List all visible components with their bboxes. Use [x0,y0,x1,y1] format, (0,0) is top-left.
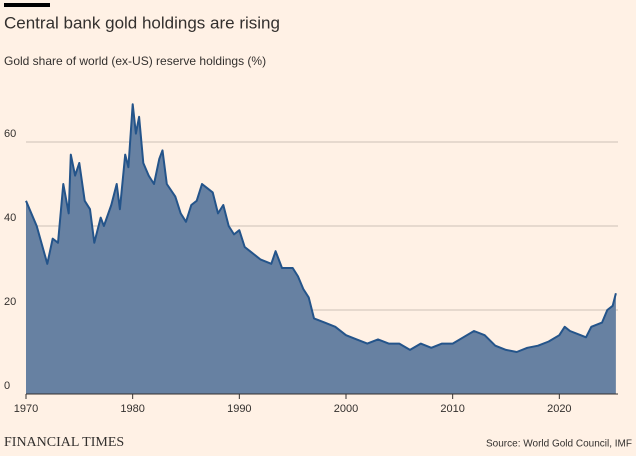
y-tick-label: 40 [4,212,16,224]
x-tick-label: 1980 [120,403,144,415]
area [26,104,616,394]
brand-bar [4,3,50,7]
x-tick-label: 1990 [227,403,251,415]
line [25,103,617,353]
source: Source: World Gold Council, IMF [486,439,632,450]
chart-title: Central bank gold holdings are rising [4,13,280,32]
y-tick-label: 60 [4,128,16,140]
brand: FINANCIAL TIMES [4,435,124,450]
x-tick-label: 2010 [440,403,464,415]
x-tick-label: 2020 [547,403,571,415]
y-tick-label: 20 [4,296,16,308]
x-tick-label: 2000 [334,403,358,415]
x-tick-label: 1970 [14,403,38,415]
chart-subtitle: Gold share of world (ex-US) reserve hold… [4,54,266,68]
y-tick-label: 0 [4,380,10,392]
